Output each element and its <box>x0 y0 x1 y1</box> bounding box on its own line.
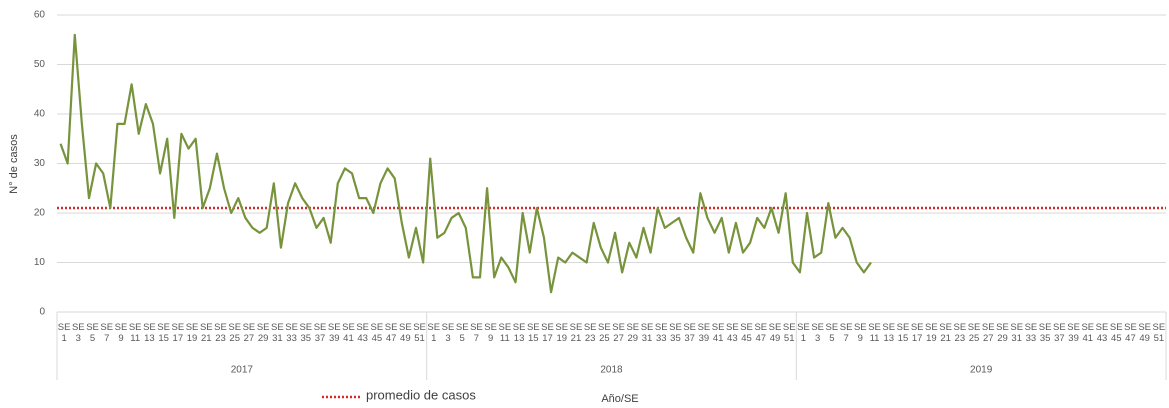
y-tick-label: 10 <box>34 257 46 268</box>
y-tick-label: 0 <box>39 307 45 318</box>
x-tick-label: SE 51 <box>782 322 796 344</box>
y-axis-label: N° de casos <box>8 134 20 194</box>
x-tick-label: SE 3 <box>441 322 455 344</box>
x-tick-label: SE 23 <box>953 322 967 344</box>
x-tick-label: SE 17 <box>171 322 185 344</box>
x-tick-label: SE 31 <box>640 322 654 344</box>
x-tick-label: SE 25 <box>967 322 981 344</box>
y-tick-label: 60 <box>34 10 46 21</box>
x-tick-label: SE 19 <box>555 322 569 344</box>
x-tick-label: SE 49 <box>768 322 782 344</box>
x-tick-label: SE 45 <box>1109 322 1123 344</box>
x-tick-label: SE 37 <box>1053 322 1066 344</box>
x-tick-label: SE 43 <box>356 322 370 344</box>
x-tick-label: SE 11 <box>868 322 881 344</box>
x-tick-label: SE 1 <box>797 322 810 344</box>
x-tick-label: SE 13 <box>882 322 896 344</box>
x-tick-label: SE 41 <box>342 322 355 344</box>
x-tick-label: SE 27 <box>242 322 256 344</box>
x-tick-label: SE 51 <box>413 322 426 344</box>
x-tick-label: SE 5 <box>825 322 839 344</box>
x-tick-label: SE 45 <box>740 322 753 344</box>
x-tick-label: SE 19 <box>925 322 938 344</box>
x-tick-label: SE 15 <box>526 322 540 344</box>
x-tick-label: SE 35 <box>299 322 313 344</box>
x-tick-label: SE 1 <box>427 322 441 344</box>
x-tick-label: SE 51 <box>1152 322 1166 344</box>
x-tick-label: SE 3 <box>71 322 85 344</box>
x-tick-label: SE 5 <box>455 322 469 344</box>
x-tick-label: SE 31 <box>271 322 284 344</box>
x-tick-label: SE 5 <box>86 322 99 344</box>
x-tick-label: SE 41 <box>711 322 725 344</box>
x-tick-label: SE 23 <box>583 322 597 344</box>
x-tick-label: SE 7 <box>100 322 114 344</box>
x-tick-label: SE 9 <box>484 322 497 344</box>
x-tick-label: SE 9 <box>114 322 128 344</box>
x-tick-label: SE 15 <box>157 322 170 344</box>
x-tick-label: SE 11 <box>498 322 512 344</box>
x-tick-label: SE 13 <box>512 322 526 344</box>
x-tick-label: SE 13 <box>143 322 156 344</box>
x-tick-label: SE 25 <box>598 322 611 344</box>
x-tick-label: SE 37 <box>683 322 697 344</box>
x-tick-label: SE 7 <box>470 322 483 344</box>
group-label: 2018 <box>600 365 623 376</box>
y-tick-label: 30 <box>34 158 46 169</box>
x-tick-label: SE 33 <box>285 322 298 344</box>
group-label: 2019 <box>970 365 993 376</box>
x-tick-label: SE 49 <box>1138 322 1152 344</box>
x-tick-label: SE 1 <box>57 322 71 344</box>
x-tick-label: SE 33 <box>1024 322 1038 344</box>
x-tick-label: SE 3 <box>811 322 824 344</box>
x-tick-label: SE 25 <box>228 322 242 344</box>
x-tick-label: SE 17 <box>910 322 924 344</box>
x-tick-label: SE 7 <box>839 322 853 344</box>
x-tick-label: SE 27 <box>981 322 995 344</box>
x-tick-label: SE 19 <box>185 322 199 344</box>
y-tick-label: 50 <box>34 59 46 70</box>
x-tick-label: SE 21 <box>939 322 952 344</box>
x-tick-label: SE 29 <box>626 322 640 344</box>
x-tick-label: SE 21 <box>569 322 583 344</box>
x-tick-label: SE 47 <box>384 322 398 344</box>
x-tick-label: SE 35 <box>1038 322 1052 344</box>
x-tick-label: SE 35 <box>669 322 682 344</box>
x-tick-label: SE 39 <box>1067 322 1080 344</box>
y-tick-label: 20 <box>34 208 46 219</box>
data-line <box>59 33 872 294</box>
x-tick-label: SE 15 <box>896 322 910 344</box>
x-tick-label: SE 37 <box>313 322 327 344</box>
group-label: 2017 <box>231 365 254 376</box>
x-tick-label: SE 31 <box>1010 322 1024 344</box>
y-tick-label: 40 <box>34 109 46 120</box>
x-tick-label: SE 29 <box>256 322 270 344</box>
x-tick-label: SE 9 <box>853 322 867 344</box>
x-tick-label: SE 43 <box>726 322 739 344</box>
x-tick-label: SE 17 <box>541 322 554 344</box>
x-tick-label: SE 39 <box>327 322 341 344</box>
x-tick-label: SE 47 <box>1124 322 1137 344</box>
x-tick-label: SE 43 <box>1095 322 1109 344</box>
x-tick-label: SE 47 <box>754 322 768 344</box>
x-tick-label: SE 21 <box>199 322 213 344</box>
x-tick-label: SE 23 <box>214 322 227 344</box>
x-tick-label: SE 45 <box>370 322 384 344</box>
x-tick-label: SE 27 <box>612 322 625 344</box>
x-tick-label: SE 39 <box>697 322 711 344</box>
legend-label: promedio de casos <box>366 387 476 402</box>
x-tick-label: SE 49 <box>398 322 412 344</box>
x-tick-label: SE 29 <box>996 322 1009 344</box>
x-axis-label: Año/SE <box>601 393 638 405</box>
x-tick-label: SE 11 <box>128 322 142 344</box>
x-tick-label: SE 41 <box>1081 322 1095 344</box>
x-tick-label: SE 33 <box>654 322 668 344</box>
